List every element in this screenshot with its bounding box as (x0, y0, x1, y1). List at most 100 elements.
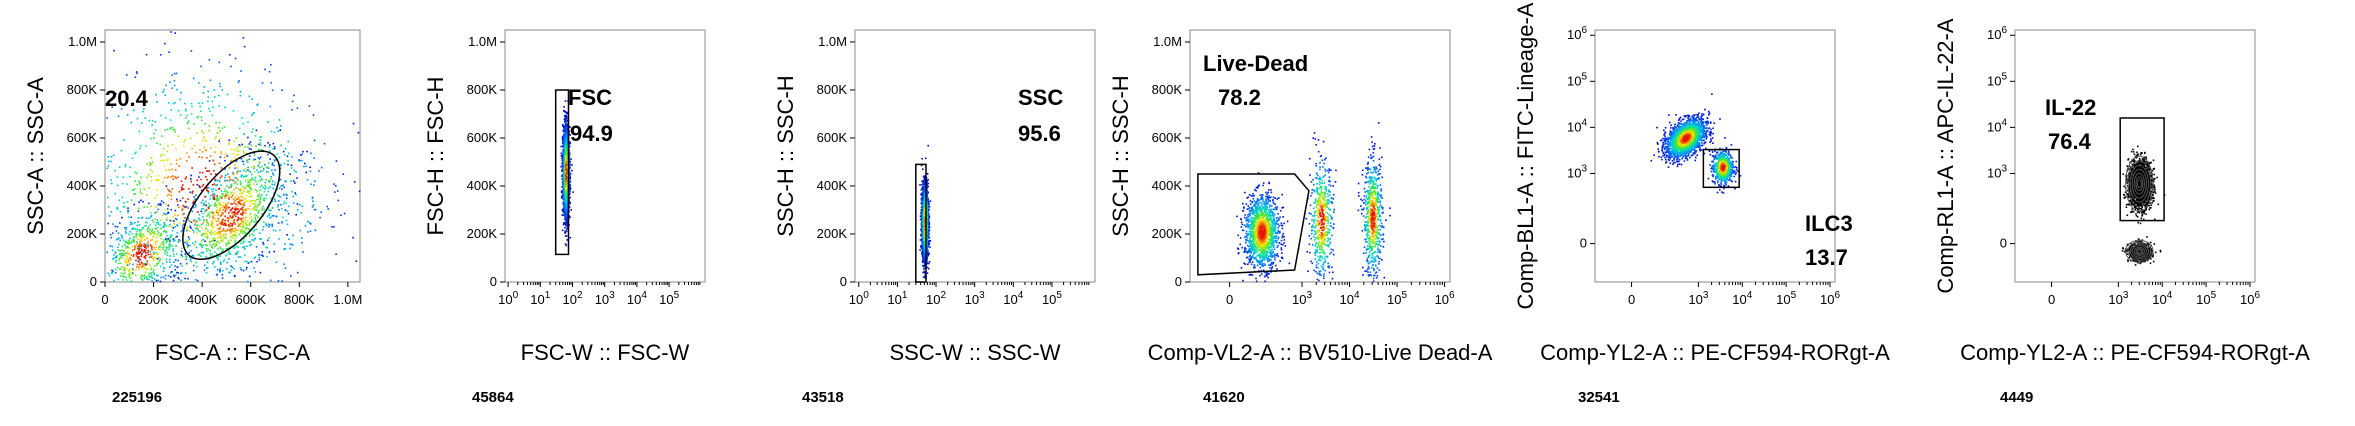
event-point (167, 188, 169, 190)
event-point (130, 273, 132, 275)
event-point (251, 98, 253, 100)
event-point (149, 251, 151, 253)
event-point (279, 188, 281, 190)
event-point (566, 113, 568, 115)
event-point (251, 220, 253, 222)
event-point (237, 211, 239, 213)
event-point (278, 209, 280, 211)
event-point (565, 164, 567, 166)
event-point (219, 246, 221, 248)
event-point (212, 232, 214, 234)
event-point (172, 175, 174, 177)
event-point (160, 281, 162, 283)
event-point (131, 199, 133, 201)
event-point (197, 280, 199, 282)
event-point (132, 189, 134, 191)
event-point (138, 252, 140, 254)
event-point (214, 183, 216, 185)
event-point (144, 251, 146, 253)
event-point (249, 245, 251, 247)
event-point (174, 239, 176, 241)
event-point (179, 222, 181, 224)
event-point (152, 120, 154, 122)
event-point (223, 209, 225, 211)
event-point (297, 107, 299, 109)
event-point (254, 238, 256, 240)
event-point (212, 115, 214, 117)
event-point (142, 279, 144, 281)
event-point (245, 222, 247, 224)
event-point (199, 243, 201, 245)
event-point (247, 121, 249, 123)
event-point (212, 212, 214, 214)
event-point (219, 208, 221, 210)
event-point (256, 229, 258, 231)
event-point (135, 172, 137, 174)
event-point (564, 153, 566, 155)
event-point (165, 170, 167, 172)
event-point (293, 202, 295, 204)
event-point (264, 145, 266, 147)
event-point (129, 274, 131, 276)
event-point (225, 203, 227, 205)
event-point (278, 280, 280, 282)
event-point (172, 188, 174, 190)
event-point (123, 139, 125, 141)
event-point (260, 189, 262, 191)
event-point (175, 169, 177, 171)
event-point (234, 141, 236, 143)
event-point (114, 193, 116, 195)
event-point (213, 193, 215, 195)
event-point (257, 191, 259, 193)
event-point (207, 170, 209, 172)
event-point (177, 177, 179, 179)
event-point (174, 214, 176, 216)
event-point (565, 212, 567, 214)
event-point (214, 194, 216, 196)
event-point (142, 252, 144, 254)
event-point (192, 242, 194, 244)
event-point (333, 226, 335, 228)
event-point (170, 237, 172, 239)
event-point (210, 230, 212, 232)
event-point (235, 181, 237, 183)
event-point (569, 177, 571, 179)
event-point (118, 116, 120, 118)
event-point (566, 118, 568, 120)
event-point (196, 132, 198, 134)
event-point (228, 258, 230, 260)
event-point (240, 70, 242, 72)
event-point (566, 245, 568, 247)
x-tick-label: 600K (236, 292, 267, 307)
event-point (284, 154, 286, 156)
event-point (244, 46, 246, 48)
event-point (157, 280, 159, 282)
event-point (241, 209, 243, 211)
event-point (191, 167, 193, 169)
event-point (117, 176, 119, 178)
event-point (238, 82, 240, 84)
event-point (258, 172, 260, 174)
event-point (135, 193, 137, 195)
event-point (129, 231, 131, 233)
event-point (133, 241, 135, 243)
event-point (172, 246, 174, 248)
event-point (326, 206, 328, 208)
event-point (239, 199, 241, 201)
event-point (252, 128, 254, 130)
event-point (170, 244, 172, 246)
event-point (131, 233, 133, 235)
event-point (176, 219, 178, 221)
event-point (181, 231, 183, 233)
event-point (217, 259, 219, 261)
event-point (209, 212, 211, 214)
event-point (164, 129, 166, 131)
event-point (219, 162, 221, 164)
event-point (314, 180, 316, 182)
event-point (208, 97, 210, 99)
event-point (134, 246, 136, 248)
event-point (162, 182, 164, 184)
event-point (109, 275, 111, 277)
event-point (269, 213, 271, 215)
event-point (335, 185, 337, 187)
